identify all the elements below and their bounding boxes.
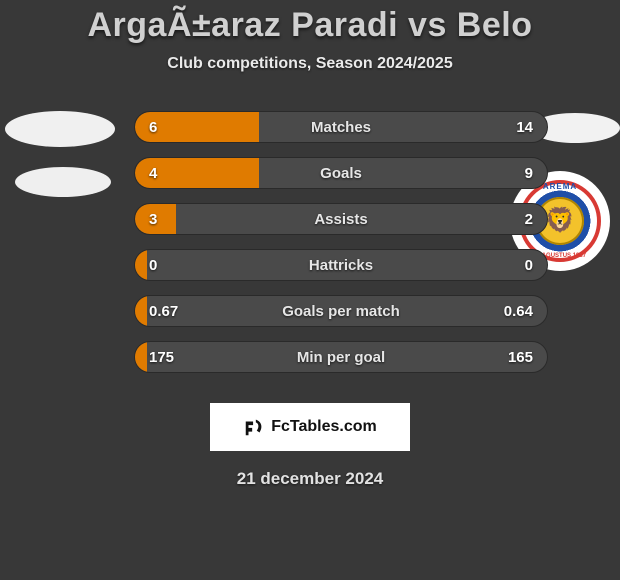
stat-bars: 6Matches14 4Goals9 3Assists2 0Hattricks0 0.6… (134, 111, 548, 387)
stat-bar: 3Assists2 (134, 203, 548, 235)
stat-label: Goals per match (135, 296, 547, 326)
page-title: ArgaÃ±araz Paradi vs Belo (0, 6, 620, 45)
stat-label: Hattricks (135, 250, 547, 280)
stat-bar: 175Min per goal165 (134, 341, 548, 373)
player1-photo-placeholder (5, 111, 115, 147)
stat-right-value: 9 (525, 158, 533, 188)
stat-bar: 0Hattricks0 (134, 249, 548, 281)
stat-label: Min per goal (135, 342, 547, 372)
stat-right-value: 165 (508, 342, 533, 372)
comparison-card: ArgaÃ±araz Paradi vs Belo Club competiti… (0, 0, 620, 489)
brand-badge: FcTables.com (210, 403, 410, 451)
player1-club-placeholder (15, 167, 111, 197)
content-area: AREMA 🦁 11 AGUSTUS 1987 6Matches144Goals… (0, 101, 620, 401)
stat-right-value: 0.64 (504, 296, 533, 326)
stat-bar: 0.67Goals per match0.64 (134, 295, 548, 327)
stat-bar: 6Matches14 (134, 111, 548, 143)
stat-right-value: 14 (516, 112, 533, 142)
stat-label: Goals (135, 158, 547, 188)
stat-label: Matches (135, 112, 547, 142)
date-text: 21 december 2024 (0, 469, 620, 489)
stat-label: Assists (135, 204, 547, 234)
brand-text: FcTables.com (271, 418, 377, 436)
subtitle: Club competitions, Season 2024/2025 (0, 55, 620, 73)
stat-bar: 4Goals9 (134, 157, 548, 189)
stat-right-value: 0 (525, 250, 533, 280)
stat-right-value: 2 (525, 204, 533, 234)
fctables-logo-icon (243, 416, 265, 438)
